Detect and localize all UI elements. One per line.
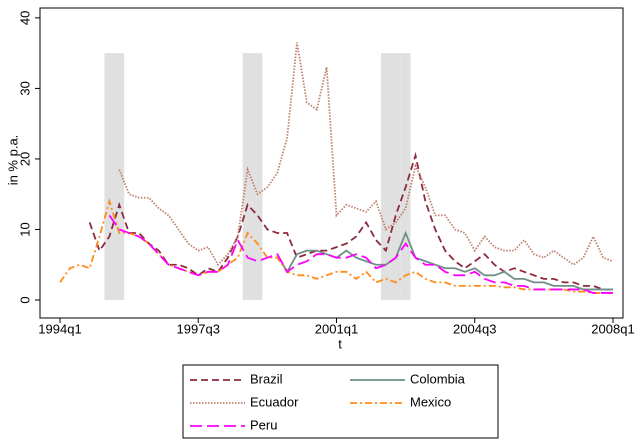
shaded-period <box>104 53 115 301</box>
legend-label: Ecuador <box>250 394 299 409</box>
x-tick-label: 1994q1 <box>38 321 81 336</box>
series-line <box>88 151 613 291</box>
plot-frame <box>39 7 624 319</box>
x-axis-label: t <box>338 336 342 351</box>
legend-label: Peru <box>250 417 277 432</box>
x-tick-label: 1997q3 <box>177 321 220 336</box>
y-tick-label: 30 <box>17 81 32 95</box>
shaded-period <box>380 53 391 301</box>
y-tick-label: 10 <box>17 222 32 236</box>
series-line <box>59 198 613 294</box>
shaded-period <box>114 53 125 301</box>
series-line <box>108 214 613 294</box>
shaded-period <box>390 53 401 301</box>
series-line <box>118 42 614 267</box>
shaded-period <box>400 53 411 301</box>
x-tick-label: 2004q3 <box>453 321 496 336</box>
y-tick-label: 20 <box>17 152 32 166</box>
legend-label: Brazil <box>250 371 283 386</box>
shaded-period <box>242 53 253 301</box>
y-tick-label: 0 <box>17 296 32 303</box>
series-line <box>276 230 613 291</box>
y-axis-label: in % p.a. <box>5 135 20 186</box>
shaded-period <box>252 53 263 301</box>
legend-label: Mexico <box>410 394 451 409</box>
x-tick-label: 2001q1 <box>315 321 358 336</box>
y-tick-label: 40 <box>17 11 32 25</box>
x-tick-label: 2008q1 <box>591 321 634 336</box>
legend-label: Colombia <box>410 371 466 386</box>
